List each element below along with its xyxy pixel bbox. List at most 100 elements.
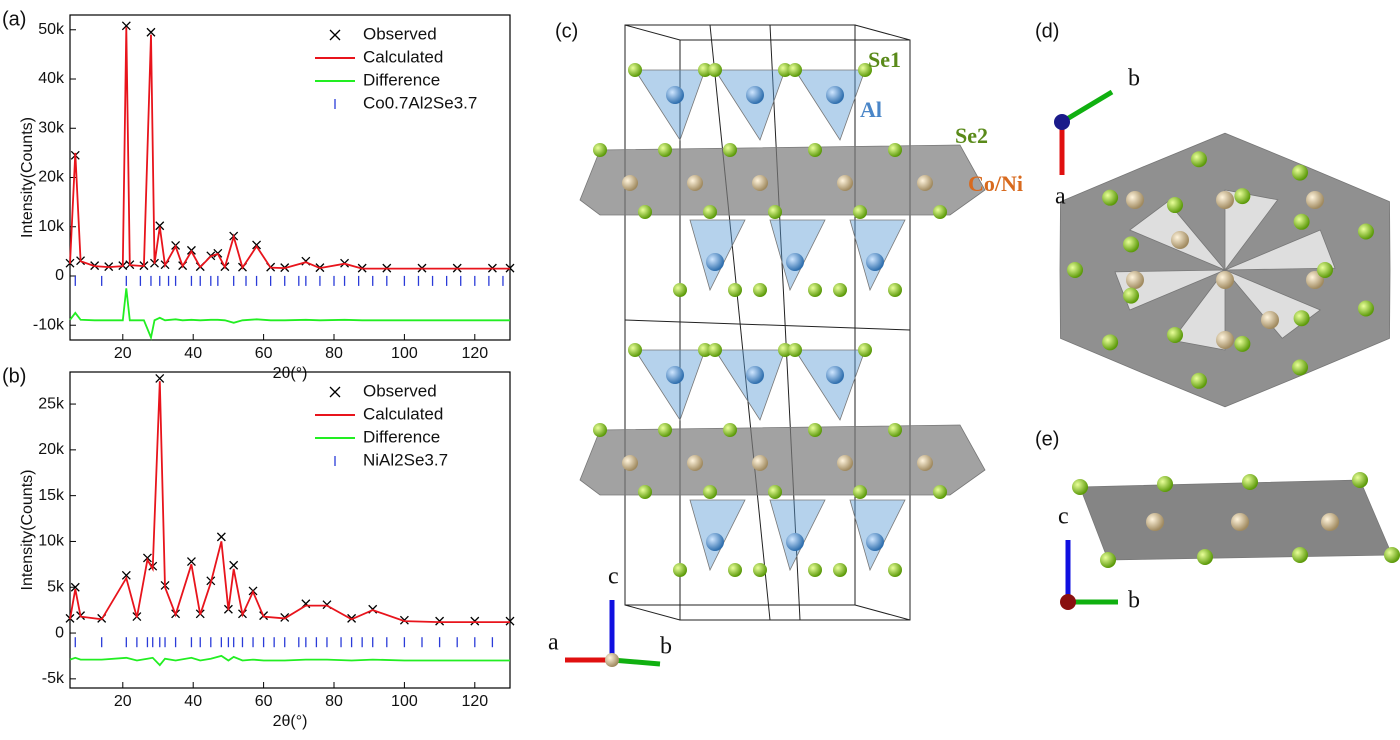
atom-sphere (753, 283, 767, 297)
observed-point (155, 221, 165, 231)
atom-sphere (1126, 271, 1144, 289)
atom-sphere (593, 143, 607, 157)
atom-sphere (1167, 326, 1183, 343)
atom-sphere (1357, 300, 1374, 317)
atom-sphere (673, 563, 687, 577)
x-tick-label: 60 (255, 693, 273, 710)
atom-sphere (622, 455, 638, 471)
y-tick-label: 30k (38, 119, 65, 136)
atom-sphere (1216, 191, 1234, 209)
atom-sphere (752, 175, 768, 191)
y-axis-label: Intensity(Counts) (19, 470, 36, 591)
atom-sphere (1067, 262, 1083, 278)
axis-label: c (1058, 504, 1069, 530)
x-axis-label: 2θ(°) (273, 365, 308, 382)
polyhedron (714, 349, 786, 421)
axis-arrow (611, 657, 661, 667)
legend-label: Difference (363, 427, 440, 446)
atom-sphere (703, 485, 717, 499)
atom-sphere (888, 563, 902, 577)
atom-sphere (808, 143, 822, 157)
x-axis-label: 2θ(°) (273, 713, 308, 730)
atom-sphere (1216, 271, 1234, 289)
atom-sphere (808, 283, 822, 297)
observed-point (146, 27, 156, 37)
atom-sphere (826, 86, 844, 104)
observed-point (470, 616, 480, 626)
atom-sphere (858, 63, 872, 77)
atom-sphere (1146, 513, 1164, 531)
y-tick-label: 5k (47, 578, 65, 595)
y-tick-label: -5k (42, 670, 65, 687)
legend-swatch (329, 29, 341, 41)
atom-sphere (666, 366, 684, 384)
legend-label: Calculated (363, 404, 443, 423)
axis-label: a (548, 630, 559, 656)
axis-label: b (1128, 588, 1140, 614)
atom-sphere (1197, 549, 1213, 565)
atom-sphere (853, 485, 867, 499)
line-series (69, 288, 510, 341)
atom-sphere (933, 205, 947, 219)
atom-sphere (888, 143, 902, 157)
atom-sphere (1293, 310, 1310, 327)
polyhedron (794, 69, 866, 141)
atom-sphere (1306, 191, 1324, 209)
atom-sphere (888, 283, 902, 297)
atom-sphere (768, 205, 782, 219)
unit-cell (854, 604, 911, 621)
atom-sphere (1100, 552, 1116, 568)
atom-sphere (888, 423, 902, 437)
atom-sphere (1072, 479, 1088, 495)
atom-sphere (1231, 513, 1249, 531)
atom-sphere (638, 205, 652, 219)
y-tick-label: 10k (38, 218, 65, 235)
y-tick-label: 40k (38, 70, 65, 87)
atom-sphere (833, 563, 847, 577)
atom-sphere (1157, 476, 1173, 492)
atom-sphere (628, 343, 642, 357)
legend-swatch (329, 386, 341, 398)
atom-sphere (1292, 547, 1308, 563)
atom-sphere (1234, 335, 1251, 352)
axis-label: a (1055, 184, 1066, 210)
atom-sphere (786, 253, 804, 271)
atom-sphere (858, 343, 872, 357)
atom-sphere (808, 423, 822, 437)
x-tick-label: 120 (461, 693, 488, 710)
atom-label: Se2 (955, 123, 988, 148)
atom-sphere (788, 343, 802, 357)
atom-sphere (746, 366, 764, 384)
plot-frame (69, 371, 511, 689)
atom-sphere (917, 455, 933, 471)
unit-cell (709, 24, 771, 621)
unit-cell (624, 604, 681, 621)
atom-sphere (746, 86, 764, 104)
y-tick-label: 20k (38, 441, 65, 458)
x-tick-label: 40 (184, 345, 202, 362)
atom-sphere (723, 143, 737, 157)
atom-label: Co/Ni (968, 171, 1023, 196)
atom-sphere (1292, 359, 1308, 376)
observed-point (121, 21, 131, 31)
observed-point (121, 570, 131, 580)
axis-arrow (1060, 89, 1114, 125)
x-tick-label: 20 (114, 345, 132, 362)
atom-sphere (622, 175, 638, 191)
atom-sphere (753, 563, 767, 577)
atom-sphere (933, 485, 947, 499)
atom-sphere (1357, 223, 1374, 240)
atom-label: Se1 (868, 47, 901, 72)
line-series (69, 381, 510, 623)
atom-label: Al (860, 97, 882, 122)
plot: (a) 20 40 60 80 100 120 -10k 0 10k 20k 30k 40k 50k 2θ(… (2, 8, 515, 382)
atom-sphere (1242, 474, 1258, 490)
x-tick-label: 40 (184, 693, 202, 710)
atom-sphere (658, 143, 672, 157)
polyhedron (634, 349, 706, 421)
atom-sphere (687, 455, 703, 471)
atom-sphere (638, 485, 652, 499)
unit-cell (624, 319, 911, 331)
observed-point (229, 560, 239, 570)
